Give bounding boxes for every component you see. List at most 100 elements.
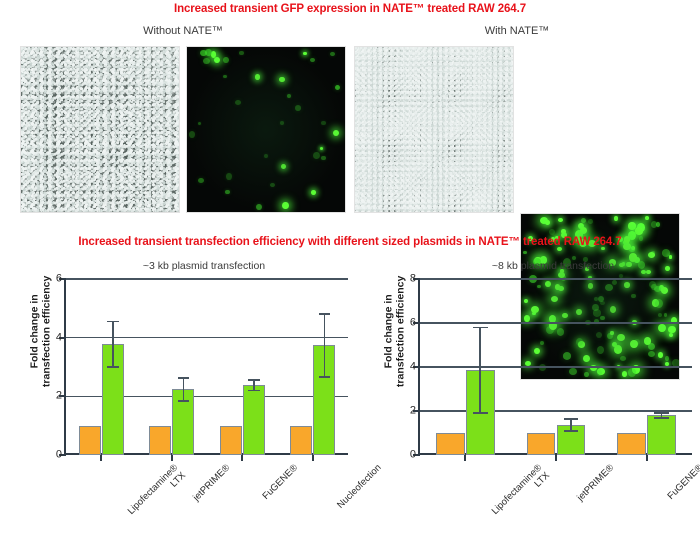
gridline [420, 410, 692, 412]
gfp-cell-dot [540, 217, 549, 225]
gfp-cell-dot [226, 173, 232, 180]
plot-area-3kb: 0 2 4 6 Lipofectamine® LTX jetPRIME® FuGENE® Nuc… [56, 273, 384, 517]
gfp-cell-dot [280, 163, 286, 169]
y-axis-tick [413, 322, 420, 324]
gfp-cell-dot [312, 151, 320, 159]
x-axis-label-line: Lipofectamine® [125, 462, 181, 517]
gfp-cell-dot [256, 204, 262, 211]
micrograph-gfp-without-nate [186, 46, 346, 213]
gfp-cell-dot [580, 217, 587, 224]
figure-title-bottom: Increased transient transfection efficie… [78, 236, 622, 248]
gfp-cell-dot [644, 215, 650, 220]
gfp-cell-dot [321, 121, 326, 125]
error-bar-cap-upper [472, 326, 488, 329]
gridline [420, 322, 692, 324]
x-axis-tick [100, 455, 103, 461]
x-axis-tick [645, 455, 648, 461]
error-bar-cap-upper [654, 411, 670, 414]
gfp-cell-dot [648, 252, 655, 259]
gfp-cell-dot [302, 51, 307, 56]
plot-area-8kb: 0 2 4 6 8 Lipofectamine® LTX jetPRIME® FuGENE® [410, 273, 700, 517]
chart-3kb-plasmid: ~3 kb plasmid transfection Fold change i… [18, 260, 384, 517]
y-axis-tick-label: 0 [409, 448, 416, 461]
bar-control [526, 433, 556, 455]
gfp-cell-dot [294, 105, 302, 111]
gfp-cell-dot [332, 129, 339, 137]
x-axis-label-line: Lipofectamine® [489, 462, 545, 517]
error-bar-cap-lower [654, 417, 670, 419]
gridline [66, 278, 348, 280]
gridline [420, 278, 692, 280]
gfp-cell-dot [223, 75, 227, 78]
gfp-cell-dot [200, 49, 208, 57]
gfp-cell-dot [198, 121, 202, 126]
y-axis-tick-label: 2 [409, 404, 416, 417]
gfp-cell-dot [320, 146, 324, 150]
error-bar [479, 327, 482, 414]
gfp-cell-dot [588, 218, 593, 224]
chart-8kb-plasmid: ~8 kb plasmid transfection Fold change i… [372, 260, 700, 517]
gfp-cell-dot [213, 56, 220, 63]
x-axis-label: jetPRIME® [575, 462, 617, 504]
x-axis-label-line: jetPRIME® [575, 462, 617, 504]
gfp-cell-dot [577, 222, 585, 230]
y-axis-label-line1: Fold change in [382, 294, 395, 369]
y-axis-tick [413, 454, 420, 456]
bar-treated [242, 384, 265, 455]
y-axis-label-3kb: Fold change in transfection efficiency [29, 246, 54, 416]
x-axis-tick [311, 455, 314, 461]
gfp-cell-dot [321, 155, 326, 161]
y-axis-label-8kb: Fold change in transfection efficiency [383, 246, 408, 416]
y-axis-tick-label: 8 [409, 272, 416, 285]
x-axis-label: FuGENE® [261, 462, 301, 503]
error-bar-cap-upper [107, 320, 119, 323]
y-axis-tick-label: 6 [409, 316, 416, 329]
error-bar-cap-lower [177, 399, 190, 402]
y-axis-tick [59, 278, 66, 280]
x-axis-label: Lipofectamine® LTX [489, 462, 553, 525]
gridline [66, 395, 348, 398]
gfp-cell-dot [668, 255, 673, 259]
x-axis-label-line: jetPRIME® [190, 462, 232, 504]
gfp-cell-dot [580, 226, 588, 234]
gfp-cell-dot [558, 217, 563, 222]
micrograph-phase-contrast-without-nate [20, 46, 180, 213]
error-bar-cap-upper [318, 313, 331, 316]
bar-control [219, 425, 242, 455]
gfp-cell-dot [334, 84, 340, 90]
gfp-cell-dot [239, 50, 244, 56]
gfp-cell-dot [205, 49, 212, 57]
error-bar [570, 418, 572, 431]
error-bar-cap-lower [563, 429, 579, 432]
gfp-cell-dot [255, 74, 260, 80]
error-bar [182, 378, 185, 401]
bar-control [290, 425, 313, 455]
chart-title-8kb: ~8 kb plasmid transfection [491, 260, 615, 272]
micrograph-phase-contrast-with-nate [354, 46, 514, 213]
bar-control [78, 425, 101, 455]
x-axis-label: jetPRIME® [190, 462, 233, 504]
y-axis-tick [59, 336, 66, 339]
error-bar [253, 380, 255, 391]
gfp-cell-dot [188, 131, 195, 138]
gfp-cell-dot [282, 202, 289, 210]
x-axis-label-line: FuGENE® [665, 462, 700, 502]
gfp-cell-dot [210, 51, 217, 58]
bar-control [149, 425, 172, 455]
gfp-cell-dot [203, 57, 210, 64]
gfp-cell-dot [523, 250, 528, 255]
gfp-cell-dot [263, 153, 268, 159]
gfp-cell-dot [225, 189, 230, 195]
gfp-cell-dot [279, 76, 285, 83]
gfp-cell-dot [637, 223, 645, 233]
y-axis-tick-label: 0 [55, 448, 62, 461]
error-bar [112, 321, 114, 367]
gfp-cell-dot [234, 99, 241, 106]
error-bar-cap-lower [472, 412, 488, 415]
gfp-cell-dot [311, 190, 317, 196]
gfp-cell-dot [286, 94, 291, 98]
error-bar-cap-lower [248, 389, 260, 392]
gfp-cell-dot [310, 57, 316, 63]
error-bar [323, 314, 326, 378]
y-axis-tick-label: 2 [55, 389, 62, 402]
